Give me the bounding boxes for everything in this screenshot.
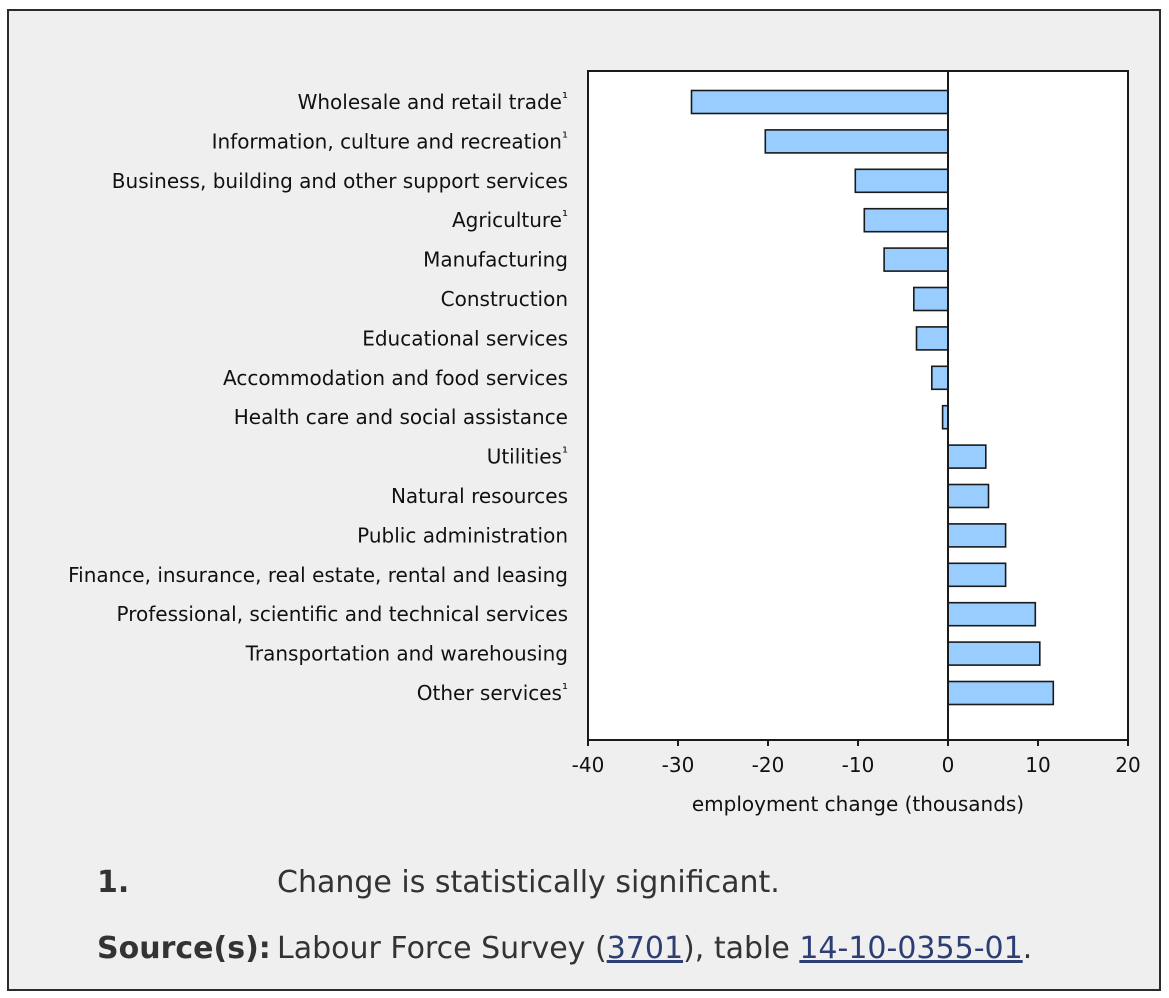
- x-axis-ticks: -40 -30 -20 -10 0 10 20: [572, 740, 1141, 777]
- footnote-mark: ¹: [562, 444, 568, 462]
- bar: [947, 641, 1041, 666]
- bar: [947, 483, 990, 509]
- category-name: Agriculture: [452, 208, 562, 232]
- category-name: Finance, insurance, real estate, rental …: [68, 563, 568, 587]
- bar: [947, 680, 1055, 706]
- tick-label: 0: [942, 753, 955, 777]
- table-number-link[interactable]: 14-10-0355-01: [799, 931, 1023, 966]
- bar: [863, 207, 949, 233]
- x-axis-title: employment change (thousands): [692, 792, 1024, 816]
- category-labels: Wholesale and retail trade¹Information, …: [68, 89, 568, 705]
- footnote-mark: ¹: [562, 89, 568, 107]
- category-label: Health care and social assistance: [234, 405, 568, 429]
- category-name: Information, culture and recreation: [212, 129, 562, 153]
- survey-number-link[interactable]: 3701: [606, 931, 684, 966]
- category-label: Educational services: [362, 326, 568, 350]
- source-suffix: .: [1022, 931, 1033, 966]
- figure-frame: Wholesale and retail trade¹ Information, …: [7, 9, 1161, 991]
- category-label: Transportation and warehousing: [245, 642, 568, 666]
- category-name: Business, building and other support ser…: [112, 169, 568, 193]
- category-label: Natural resources: [391, 484, 568, 508]
- category-name: Wholesale and retail trade: [298, 90, 562, 114]
- tick-label: 10: [1025, 753, 1050, 777]
- category-label: Utilities¹: [487, 444, 568, 469]
- bar: [915, 326, 949, 351]
- category-name: Accommodation and food services: [223, 366, 568, 390]
- category-name: Educational services: [362, 326, 568, 350]
- footnote-mark: ¹: [562, 128, 568, 146]
- category-label: Construction: [441, 287, 568, 311]
- category-name: Utilities: [487, 445, 562, 469]
- bar: [690, 89, 949, 115]
- category-name: Public administration: [357, 523, 568, 547]
- category-label: Business, building and other support ser…: [112, 169, 568, 193]
- category-label: Manufacturing: [423, 248, 568, 272]
- category-name: Professional, scientific and technical s…: [117, 602, 568, 626]
- bar: [947, 562, 1007, 588]
- bar: [947, 601, 1037, 627]
- category-label: Public administration: [357, 523, 568, 547]
- bar: [947, 444, 987, 469]
- source-prefix: Labour Force Survey (: [277, 931, 607, 966]
- footnote-text: Change is statistically significant.: [277, 865, 780, 900]
- tick-label: -30: [662, 753, 695, 777]
- category-label: Other services¹: [417, 680, 568, 705]
- category-label: Agriculture¹: [452, 207, 568, 232]
- category-name: Health care and social assistance: [234, 405, 568, 429]
- bar: [912, 286, 949, 312]
- bar-chart: Wholesale and retail trade¹Information, …: [68, 70, 1141, 816]
- category-name: Transportation and warehousing: [245, 642, 568, 666]
- category-label: Finance, insurance, real estate, rental …: [68, 563, 568, 587]
- bar: [764, 129, 949, 154]
- tick-label: -20: [752, 753, 785, 777]
- category-label: Wholesale and retail trade¹: [298, 89, 568, 114]
- bar: [930, 365, 949, 391]
- tick-label: 20: [1115, 753, 1140, 777]
- tick-label: -10: [842, 753, 875, 777]
- source-middle: ), table: [683, 931, 800, 966]
- category-label: Professional, scientific and technical s…: [117, 602, 568, 626]
- source-label: Source(s):: [97, 931, 271, 966]
- bar: [854, 168, 949, 194]
- footnote-mark: ¹: [562, 680, 568, 698]
- footnote-mark: ¹: [562, 207, 568, 225]
- category-label: Information, culture and recreation¹: [212, 128, 568, 153]
- category-label: Accommodation and food services: [223, 366, 568, 390]
- bar: [883, 247, 949, 272]
- category-name: Natural resources: [391, 484, 568, 508]
- bar: [947, 523, 1007, 548]
- category-name: Construction: [441, 287, 568, 311]
- category-name: Other services: [417, 681, 562, 705]
- category-name: Manufacturing: [423, 248, 568, 272]
- source-text: Labour Force Survey (3701), table 14-10-…: [277, 925, 1032, 973]
- tick-label: -40: [572, 753, 605, 777]
- footnote-number: 1.: [97, 865, 130, 900]
